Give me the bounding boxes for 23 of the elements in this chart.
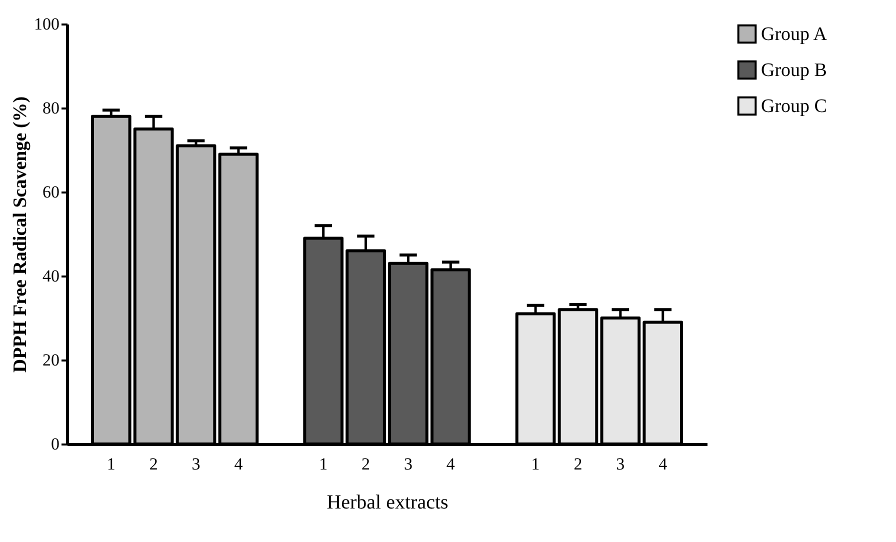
y-tick-label: 40 <box>42 266 60 286</box>
x-tick-label: 2 <box>149 454 158 474</box>
y-tick-label: 20 <box>42 350 60 370</box>
x-tick-label: 4 <box>234 454 244 474</box>
x-tick-label: 4 <box>658 454 668 474</box>
x-tick-label: 1 <box>106 454 116 474</box>
y-tick-label: 80 <box>42 98 60 118</box>
legend-label: Group C <box>761 96 827 117</box>
y-tick-label: 60 <box>42 182 60 202</box>
x-tick-label: 3 <box>616 454 625 474</box>
x-tick-label: 3 <box>404 454 412 474</box>
y-tick-label: 100 <box>34 14 60 34</box>
x-tick-label: 2 <box>574 454 582 474</box>
legend-label: Group A <box>761 24 828 45</box>
x-tick-label: 1 <box>531 454 540 474</box>
x-tick-label: 4 <box>446 454 456 474</box>
y-tick-label: 0 <box>51 434 60 454</box>
x-axis-title: Herbal extracts <box>326 492 449 514</box>
x-tick-label: 3 <box>192 454 200 474</box>
legend-label: Group B <box>761 60 827 81</box>
x-tick-label: 1 <box>319 454 328 474</box>
y-axis-title: DPPH Free Radical Scavenge (%) <box>10 96 31 373</box>
x-tick-label: 2 <box>362 454 370 474</box>
